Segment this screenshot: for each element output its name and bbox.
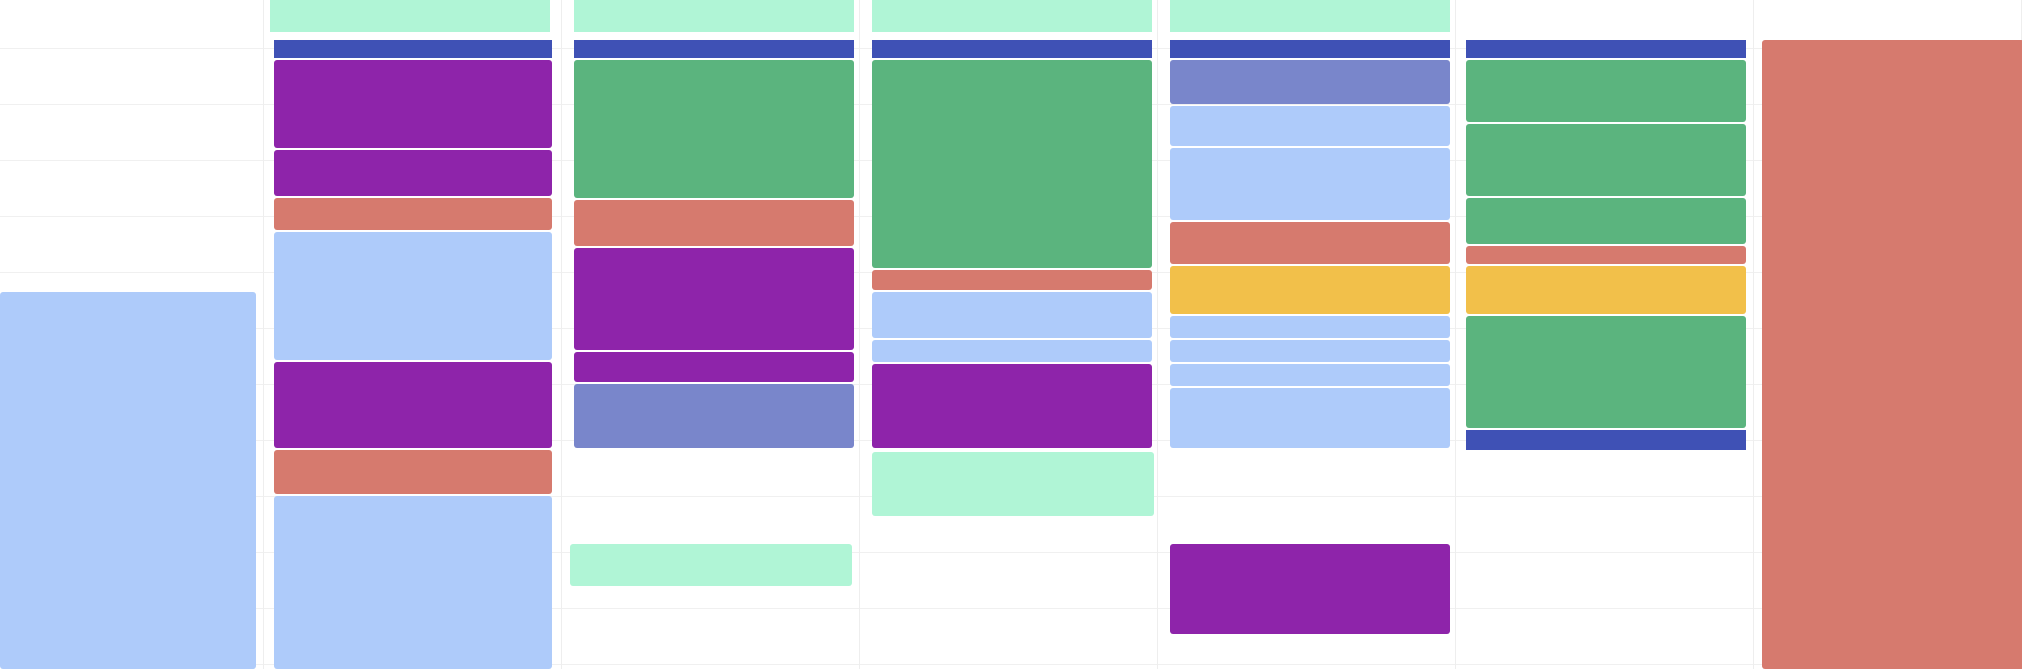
calendar-event[interactable] <box>872 292 1152 338</box>
calendar-event[interactable] <box>1466 430 1746 450</box>
calendar-event[interactable] <box>274 232 552 360</box>
hour-gridline <box>1456 608 1753 609</box>
calendar-event[interactable] <box>574 40 854 58</box>
day-column[interactable] <box>1754 0 2022 669</box>
hour-gridline <box>1456 552 1753 553</box>
calendar-event[interactable] <box>872 40 1152 58</box>
calendar-event[interactable] <box>872 364 1152 448</box>
calendar-event[interactable] <box>574 200 854 246</box>
calendar-event[interactable] <box>0 292 256 669</box>
calendar-event[interactable] <box>1466 246 1746 264</box>
hour-gridline <box>0 160 263 161</box>
calendar-event[interactable] <box>1466 60 1746 122</box>
calendar-event[interactable] <box>274 150 552 196</box>
calendar-event[interactable] <box>1170 388 1450 448</box>
hour-gridline <box>562 664 859 665</box>
hour-gridline <box>1456 664 1753 665</box>
calendar-event[interactable] <box>574 60 854 198</box>
hour-gridline <box>0 272 263 273</box>
hour-gridline <box>1158 104 1455 105</box>
hour-gridline <box>0 104 263 105</box>
day-column[interactable] <box>860 0 1158 669</box>
calendar-event[interactable] <box>1170 148 1450 220</box>
calendar-event[interactable] <box>1466 266 1746 314</box>
calendar-event[interactable] <box>1170 0 1450 32</box>
calendar-event[interactable] <box>274 60 552 148</box>
hour-gridline <box>860 608 1157 609</box>
calendar-event[interactable] <box>1170 60 1450 104</box>
hour-gridline <box>0 216 263 217</box>
calendar-event[interactable] <box>574 352 854 382</box>
hour-gridline <box>0 48 263 49</box>
hour-gridline <box>1158 496 1455 497</box>
calendar-event[interactable] <box>1466 198 1746 244</box>
hour-gridline <box>860 552 1157 553</box>
calendar-event[interactable] <box>574 0 854 32</box>
calendar-event[interactable] <box>1170 364 1450 386</box>
calendar-event[interactable] <box>872 340 1152 362</box>
calendar-event[interactable] <box>274 40 552 58</box>
day-column[interactable] <box>0 0 264 669</box>
hour-gridline <box>860 664 1157 665</box>
day-column[interactable] <box>1158 0 1456 669</box>
calendar-event[interactable] <box>274 496 552 669</box>
calendar-event[interactable] <box>1762 40 2022 669</box>
calendar-event[interactable] <box>274 198 552 230</box>
calendar-event[interactable] <box>1466 316 1746 428</box>
hour-gridline <box>1456 496 1753 497</box>
calendar-event[interactable] <box>274 450 552 494</box>
calendar-event[interactable] <box>1170 316 1450 338</box>
calendar-event[interactable] <box>574 300 854 350</box>
calendar-event[interactable] <box>1170 544 1450 634</box>
hour-gridline <box>562 608 859 609</box>
calendar-event[interactable] <box>1170 106 1450 146</box>
hour-gridline <box>1158 664 1455 665</box>
calendar-event[interactable] <box>1170 266 1450 314</box>
calendar-event[interactable] <box>872 452 1154 516</box>
calendar-event[interactable] <box>872 270 1152 290</box>
day-column[interactable] <box>264 0 562 669</box>
calendar-event[interactable] <box>872 60 1152 268</box>
day-column[interactable] <box>1456 0 1754 669</box>
calendar-event[interactable] <box>274 362 552 448</box>
calendar-event[interactable] <box>1466 40 1746 58</box>
calendar-event[interactable] <box>574 384 854 448</box>
calendar-event[interactable] <box>872 0 1152 32</box>
day-column[interactable] <box>562 0 860 669</box>
calendar-event[interactable] <box>570 544 852 586</box>
calendar-event[interactable] <box>270 0 550 32</box>
calendar-event[interactable] <box>1170 222 1450 264</box>
hour-gridline <box>562 496 859 497</box>
calendar-event[interactable] <box>1466 124 1746 196</box>
calendar-event[interactable] <box>1170 340 1450 362</box>
calendar-event[interactable] <box>1170 40 1450 58</box>
